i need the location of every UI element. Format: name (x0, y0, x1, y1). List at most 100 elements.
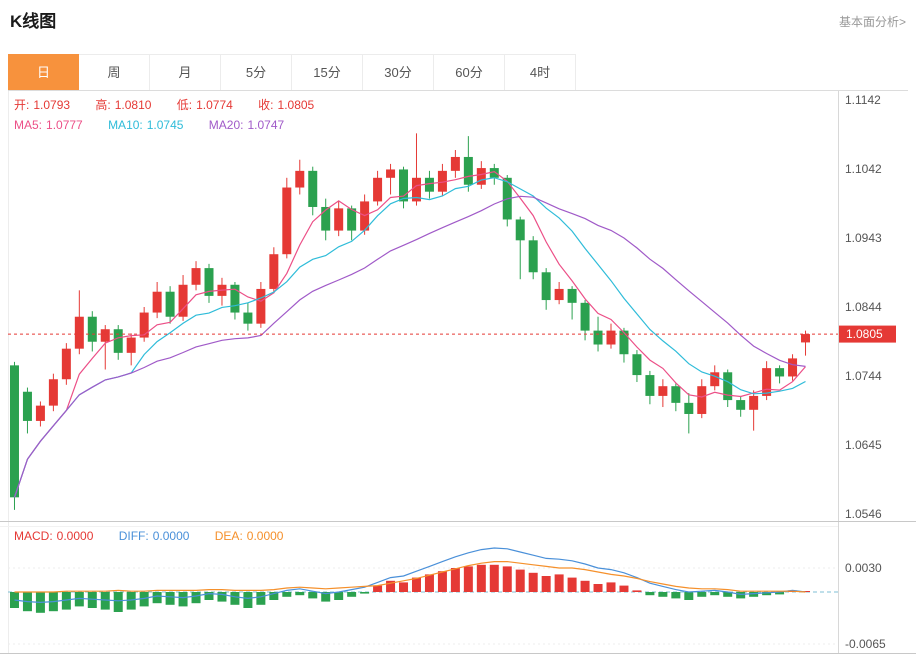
macd-hist-bar (152, 592, 162, 604)
ma5-label: MA5: (14, 118, 43, 132)
high-value: 1.0810 (114, 98, 152, 112)
candle-body[interactable] (126, 337, 136, 353)
candle-body[interactable] (788, 358, 798, 377)
candle-body[interactable] (74, 316, 84, 349)
low-value: 1.0774 (196, 98, 233, 112)
candle-body[interactable] (528, 240, 538, 273)
candle-body[interactable] (204, 268, 214, 296)
candle-body[interactable] (801, 334, 811, 343)
candle-body[interactable] (424, 177, 434, 192)
candle-body[interactable] (165, 291, 175, 317)
tab-60min[interactable]: 60分 (434, 54, 505, 90)
candle-body[interactable] (269, 254, 279, 289)
candle-body[interactable] (593, 330, 603, 345)
candle-body[interactable] (113, 329, 123, 353)
candle-body[interactable] (48, 379, 58, 406)
fundamental-analysis-link[interactable]: 基本面分析> (838, 15, 906, 29)
macd-hist-bar (710, 592, 720, 596)
candle-body[interactable] (321, 206, 331, 231)
ohlc-legend: 开: 1.0793 高: 1.0810 低: 1.0774 收: 1.0805 (14, 96, 336, 113)
candle-body[interactable] (87, 316, 97, 342)
diff-value: 0.0000 (152, 529, 190, 543)
candle-body[interactable] (100, 329, 110, 342)
close-label: 收: (258, 98, 274, 112)
kline-svg[interactable]: 1.1142 1.1042 1.0943 1.0844 1.0744 1.0645 1.05… (0, 91, 916, 655)
candle-body[interactable] (671, 386, 681, 403)
macd-hist-bar (476, 564, 486, 592)
candle-body[interactable] (437, 170, 447, 192)
candle-body[interactable] (762, 368, 772, 396)
macd-hist-bar (619, 585, 629, 592)
candle-body[interactable] (22, 391, 32, 421)
candle-body[interactable] (749, 395, 759, 410)
candle-body[interactable] (308, 170, 318, 207)
ma20-legend: MA20: 1.0747 (209, 118, 284, 132)
macd-hist-bar (178, 592, 188, 607)
candle-body[interactable] (515, 219, 525, 241)
macd-label: MACD: (14, 529, 53, 543)
candle-body[interactable] (9, 365, 19, 498)
tab-week[interactable]: 周 (79, 54, 150, 90)
macd-hist-bar (502, 566, 512, 592)
price-axis-label: 1.1042 (845, 162, 882, 176)
candle-body[interactable] (567, 288, 577, 303)
macd-hist-bar (334, 592, 344, 600)
candle-body[interactable] (580, 302, 590, 331)
macd-hist-bar (230, 592, 240, 605)
candle-body[interactable] (191, 268, 201, 285)
candle-body[interactable] (399, 169, 409, 202)
tab-15min[interactable]: 15分 (292, 54, 363, 90)
tab-30min[interactable]: 30分 (363, 54, 434, 90)
candle-body[interactable] (347, 208, 357, 231)
open-value: 1.0793 (33, 98, 71, 112)
candle-body[interactable] (256, 288, 266, 324)
tab-month[interactable]: 月 (150, 54, 221, 90)
candle-body[interactable] (411, 177, 421, 202)
candle-body[interactable] (152, 291, 162, 313)
candle-body[interactable] (632, 354, 642, 376)
macd-hist-bar (87, 592, 97, 608)
candle-body[interactable] (489, 168, 499, 178)
candle-body[interactable] (386, 169, 396, 178)
candle-body[interactable] (658, 386, 668, 396)
candle-body[interactable] (230, 284, 240, 313)
candle-body[interactable] (775, 368, 785, 377)
candle-body[interactable] (684, 402, 694, 414)
macd-hist-bar (74, 592, 84, 607)
candle-body[interactable] (619, 330, 629, 355)
dea-pair: DEA: 0.0000 (215, 529, 284, 543)
tab-4hour[interactable]: 4时 (505, 54, 576, 90)
diff-line (14, 547, 806, 604)
tab-5min[interactable]: 5分 (221, 54, 292, 90)
candle-body[interactable] (723, 372, 733, 401)
candle-body[interactable] (61, 348, 71, 380)
candle-body[interactable] (541, 272, 551, 301)
macd-hist-bar (308, 592, 318, 599)
candle-body[interactable] (697, 386, 707, 414)
candle-body[interactable] (178, 284, 188, 317)
candle-body[interactable] (645, 375, 655, 396)
macd-hist-bar (515, 569, 525, 592)
candle-body[interactable] (710, 372, 720, 387)
candle-body[interactable] (736, 400, 746, 410)
diff-pair: DIFF: 0.0000 (119, 529, 190, 543)
candle-body[interactable] (243, 312, 253, 324)
candle-body[interactable] (554, 288, 564, 301)
candle-body[interactable] (282, 187, 292, 255)
candle-body[interactable] (334, 208, 344, 231)
candle-body[interactable] (373, 177, 383, 202)
candle-body[interactable] (450, 156, 460, 171)
macd-hist-bar (658, 592, 668, 597)
candle-body[interactable] (606, 330, 616, 345)
tab-day[interactable]: 日 (8, 54, 79, 90)
ma10-legend: MA10: 1.0745 (108, 118, 183, 132)
candle-body[interactable] (139, 312, 149, 338)
macd-hist-bar (697, 592, 707, 597)
candle-body[interactable] (35, 405, 45, 421)
interval-tabs: 日周月 5分 15分 30分 60分 4时 (8, 54, 908, 91)
macd-hist-bar (269, 592, 279, 600)
macd-hist-bar (411, 577, 421, 592)
candle-body[interactable] (476, 168, 486, 185)
candle-body[interactable] (463, 156, 473, 185)
candle-body[interactable] (295, 170, 305, 188)
